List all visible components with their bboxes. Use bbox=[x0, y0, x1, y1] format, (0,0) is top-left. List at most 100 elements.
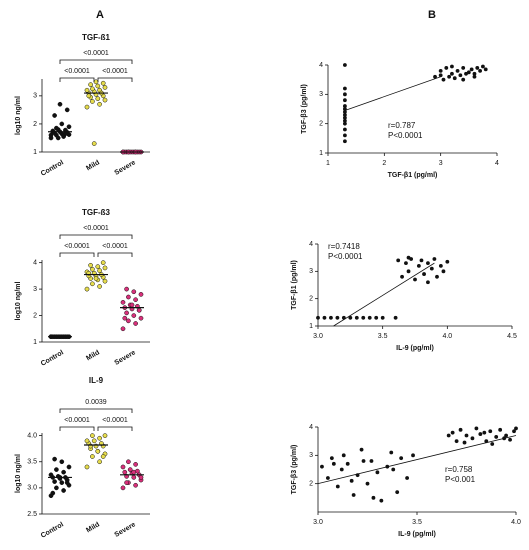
data-point bbox=[57, 101, 63, 107]
data-point bbox=[320, 464, 324, 469]
data-point bbox=[504, 433, 508, 438]
data-point bbox=[88, 82, 93, 87]
data-point bbox=[433, 74, 437, 79]
data-point bbox=[339, 467, 344, 472]
data-point bbox=[102, 265, 108, 271]
y-axis-label: log10 ng/ml bbox=[15, 282, 22, 321]
y-tick-label: 4.0 bbox=[27, 432, 37, 439]
data-point bbox=[474, 426, 479, 431]
data-point bbox=[343, 121, 347, 126]
data-point bbox=[95, 264, 101, 269]
data-point bbox=[59, 121, 65, 127]
data-point bbox=[375, 470, 380, 475]
data-point bbox=[446, 433, 451, 438]
chart-title: TGF-ß3 bbox=[82, 208, 111, 217]
bracket bbox=[59, 252, 95, 257]
x-tick-label: 1 bbox=[326, 160, 330, 167]
y-tick-label: 2.5 bbox=[27, 511, 37, 518]
data-point bbox=[91, 141, 97, 146]
bracket bbox=[59, 77, 95, 82]
x-tick-label: 2 bbox=[382, 160, 386, 167]
data-point bbox=[458, 73, 463, 78]
data-point bbox=[131, 289, 137, 295]
data-point bbox=[419, 258, 424, 263]
data-point bbox=[464, 433, 469, 438]
data-point bbox=[120, 299, 126, 305]
data-point bbox=[52, 456, 57, 462]
data-point bbox=[429, 266, 434, 271]
data-point bbox=[369, 459, 374, 463]
y-tick-label: 2 bbox=[319, 121, 323, 128]
p-value: <0.0001 bbox=[102, 243, 128, 250]
data-point bbox=[93, 276, 99, 281]
data-point bbox=[426, 261, 430, 266]
x-tick-label: 4.0 bbox=[442, 333, 452, 340]
data-point bbox=[90, 281, 95, 287]
y-tick-label: 3.0 bbox=[27, 485, 37, 492]
annotation: P<0.0001 bbox=[388, 131, 423, 140]
data-point bbox=[61, 488, 66, 493]
trendline bbox=[333, 262, 435, 327]
data-point bbox=[494, 435, 499, 439]
data-point bbox=[329, 315, 333, 320]
data-point bbox=[120, 464, 126, 470]
p-value: <0.0001 bbox=[64, 243, 90, 250]
data-point bbox=[413, 277, 417, 282]
y-tick-label: 3 bbox=[33, 286, 37, 293]
data-point bbox=[138, 315, 144, 321]
data-point bbox=[122, 315, 128, 321]
data-point bbox=[131, 313, 137, 318]
data-point bbox=[481, 64, 485, 69]
data-point bbox=[348, 315, 353, 320]
y-tick-label: 4 bbox=[33, 259, 37, 266]
x-tick-label: Mild bbox=[85, 521, 101, 534]
y-axis-label: TGF-β3 (pg/ml) bbox=[301, 84, 308, 134]
data-point bbox=[365, 481, 370, 486]
data-point bbox=[52, 479, 57, 484]
data-point bbox=[399, 456, 404, 461]
x-axis-label: TGF-β1 (pg/ml) bbox=[388, 172, 438, 179]
x-tick-label: 3 bbox=[439, 160, 443, 167]
data-point bbox=[126, 459, 131, 465]
data-point bbox=[343, 92, 347, 97]
data-point bbox=[343, 98, 347, 103]
data-point bbox=[100, 454, 106, 459]
data-point bbox=[331, 461, 336, 466]
data-point bbox=[131, 475, 137, 480]
data-point bbox=[478, 432, 483, 436]
data-point bbox=[343, 104, 347, 108]
x-tick-label: 3.0 bbox=[313, 333, 323, 340]
data-point bbox=[472, 71, 477, 76]
data-point bbox=[432, 257, 437, 261]
data-point bbox=[54, 485, 59, 491]
data-point bbox=[90, 454, 95, 459]
data-point bbox=[470, 436, 475, 441]
x-tick-label: Control bbox=[40, 521, 65, 540]
data-point bbox=[435, 274, 439, 279]
data-point bbox=[97, 101, 102, 107]
data-point bbox=[441, 77, 446, 82]
data-point bbox=[367, 315, 372, 320]
data-point bbox=[90, 266, 95, 272]
y-tick-label: 3 bbox=[33, 93, 37, 100]
data-point bbox=[404, 261, 408, 266]
y-tick-label: 3.5 bbox=[27, 459, 37, 466]
p-value: <0.0001 bbox=[102, 417, 128, 424]
y-tick-label: 4 bbox=[309, 241, 313, 248]
data-point bbox=[126, 294, 131, 300]
data-point bbox=[478, 68, 482, 73]
data-point bbox=[455, 68, 460, 73]
panel-label: B bbox=[428, 9, 436, 21]
x-tick-label: Severe bbox=[114, 521, 137, 539]
data-point bbox=[406, 269, 411, 274]
data-point bbox=[52, 113, 57, 118]
data-point bbox=[120, 326, 126, 332]
y-axis-label: TGF-β1 (pg/ml) bbox=[291, 260, 298, 310]
x-tick-label: 4 bbox=[495, 160, 499, 167]
y-tick-label: 2 bbox=[309, 296, 313, 303]
data-point bbox=[444, 66, 449, 70]
data-point bbox=[136, 307, 142, 313]
data-point bbox=[343, 118, 347, 123]
